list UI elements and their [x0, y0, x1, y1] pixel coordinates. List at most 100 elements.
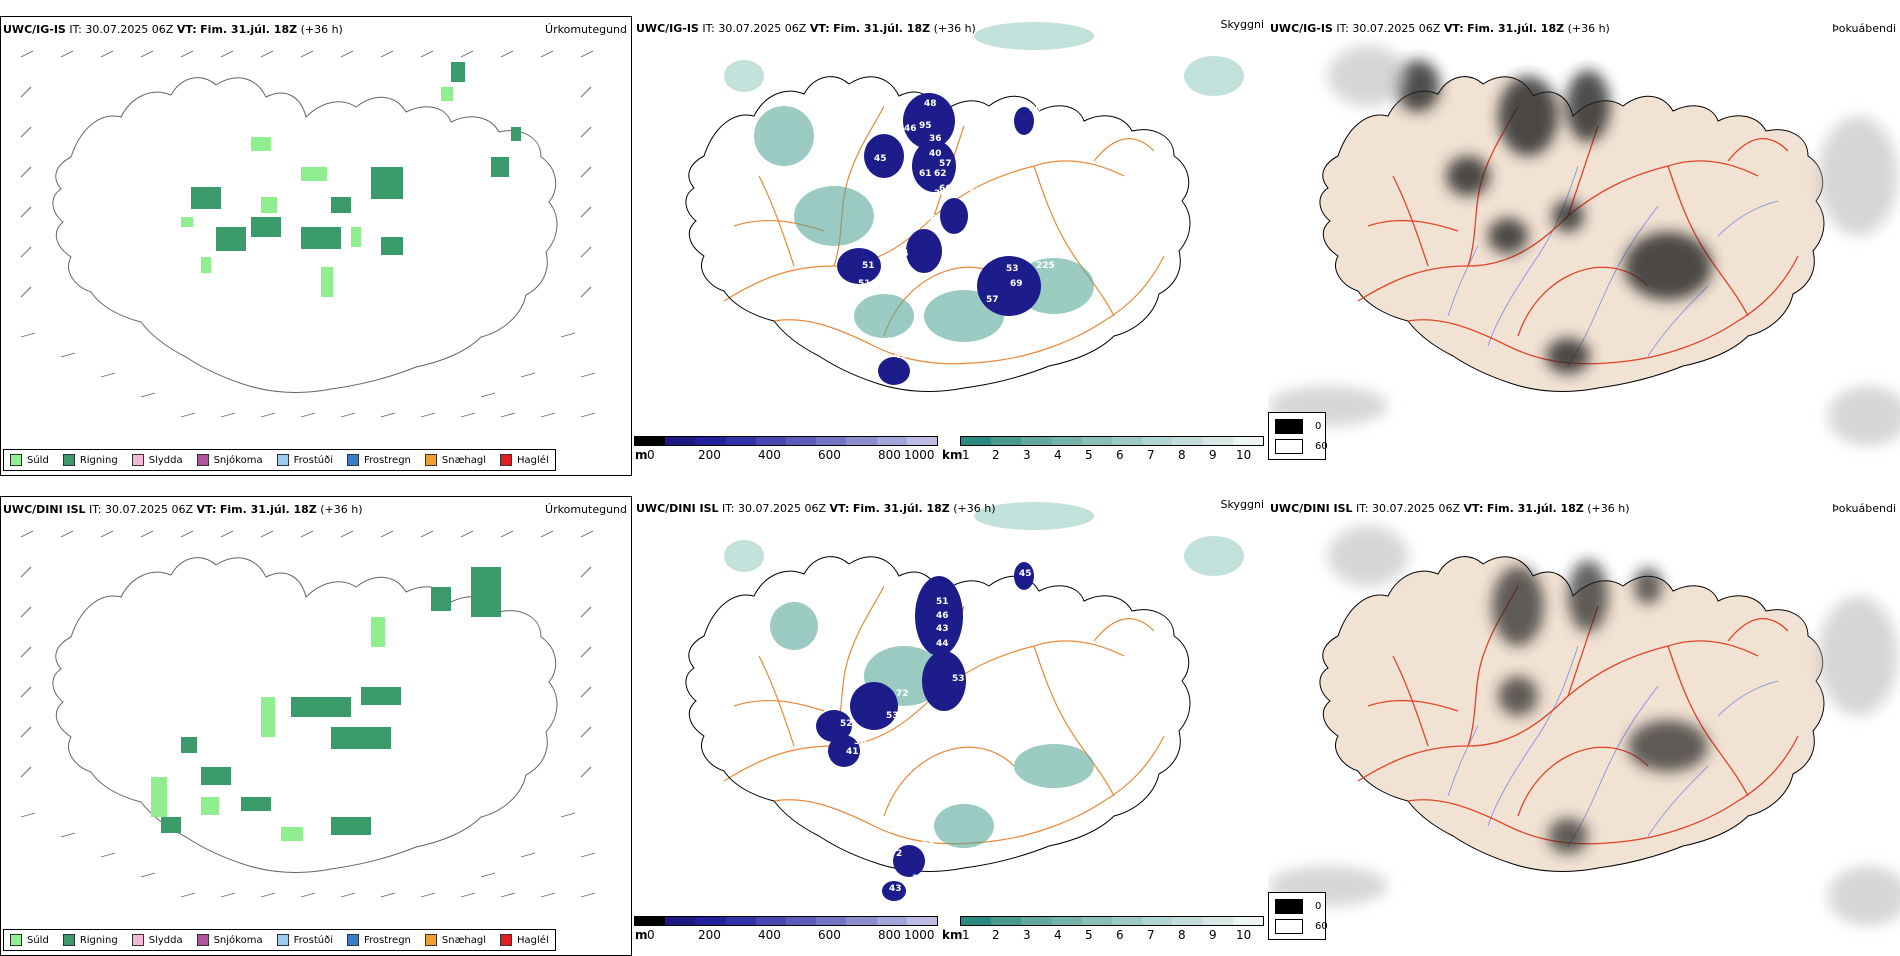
legend-item-drizzle: Súld	[10, 934, 49, 946]
height-unit: m	[635, 448, 648, 462]
visibility-label: 44	[936, 639, 949, 649]
visibility-label: 45	[1019, 569, 1032, 579]
vis-tick: 2	[992, 928, 1000, 942]
panel-title: Skyggni	[1220, 18, 1264, 31]
vis-tick: 1	[962, 928, 970, 942]
visibility-label: 63	[1014, 234, 1027, 244]
panel-title: Skyggni	[1220, 498, 1264, 511]
visibility-unit: km	[942, 928, 963, 942]
swatch-icon	[131, 454, 144, 466]
visibility-label: 54	[896, 249, 909, 259]
visibility-label: 40	[929, 149, 942, 159]
precip-type-panel-top: UWC/IG-IS IT: 30.07.2025 06Z VT: Fim. 31…	[0, 16, 632, 476]
visibility-label: 39	[844, 139, 857, 149]
swatch-icon	[131, 934, 144, 946]
vis-tick: 7	[1147, 928, 1155, 942]
swatch-icon	[196, 934, 209, 946]
fog-map-top	[1268, 46, 1900, 446]
visibility-label: 51	[858, 279, 871, 289]
vis-tick: 3	[1023, 448, 1031, 462]
visibility-label: 62	[934, 169, 947, 179]
panel-header: UWC/DINI ISL IT: 30.07.2025 06Z VT: Fim.…	[3, 503, 363, 516]
precip-legend: Súld Rigning Slydda Snjókoma Frostúði Fr…	[3, 929, 556, 951]
vis-tick: 5	[1085, 448, 1093, 462]
fog-panel-top: UWC/IG-IS IT: 30.07.2025 06Z VT: Fim. 31…	[1268, 16, 1900, 476]
visibility-label: 95	[919, 121, 932, 131]
visibility-label: 225	[1036, 261, 1055, 271]
swatch-icon	[347, 934, 359, 946]
visibility-label: 2	[896, 849, 902, 859]
visibility-label: 57	[984, 139, 997, 149]
vis-tick: 10	[1236, 448, 1252, 462]
visibility-label: 50	[1029, 104, 1042, 114]
visibility-label: 43	[894, 351, 907, 361]
panel-title: Þokuábendi	[1832, 22, 1896, 35]
visibility-label: 38	[854, 737, 867, 747]
swatch-icon	[10, 454, 22, 466]
vis-tick: 9	[1209, 448, 1217, 462]
visibility-label: 53	[969, 187, 982, 197]
visibility-label: 53	[952, 674, 965, 684]
visibility-label: 41	[846, 747, 859, 757]
panel-title: Úrkomutegund	[545, 503, 627, 516]
vis-tick: 4	[1054, 448, 1062, 462]
visibility-label: 45	[874, 154, 887, 164]
swatch-icon	[10, 934, 22, 946]
legend-item-freezing-drizzle: Frostúði	[276, 934, 333, 946]
swatch-icon	[196, 454, 209, 466]
visibility-label: 51	[936, 597, 949, 607]
panel-title: Úrkomutegund	[545, 23, 627, 36]
visibility-label: 46	[936, 611, 949, 621]
legend-item-rain: Rigning	[62, 454, 118, 466]
visibility-label: 46	[904, 124, 917, 134]
visibility-label: 32	[878, 181, 891, 191]
panel-header: UWC/IG-IS IT: 30.07.2025 06Z VT: Fim. 31…	[636, 22, 976, 35]
fog-map-bottom	[1268, 526, 1900, 926]
swatch-icon	[500, 934, 513, 946]
panel-header: UWC/DINI ISL IT: 30.07.2025 06Z VT: Fim.…	[636, 502, 996, 515]
vis-tick: 1	[962, 448, 970, 462]
legend-item-sleet: Slydda	[131, 454, 183, 466]
precip-map-bottom	[20, 530, 596, 898]
precip-type-panel-bottom: UWC/DINI ISL IT: 30.07.2025 06Z VT: Fim.…	[0, 496, 632, 956]
vis-tick: 8	[1178, 928, 1186, 942]
visibility-label: 36	[929, 134, 942, 144]
height-colorbar	[634, 436, 938, 446]
height-unit: m	[635, 928, 648, 942]
visibility-colorbar	[960, 916, 1264, 926]
legend-item-freezing-drizzle: Frostúði	[276, 454, 333, 466]
visibility-label: 70	[934, 377, 947, 387]
swatch-icon	[62, 934, 75, 946]
visibility-label: 43	[889, 884, 902, 894]
visibility-label: 52	[840, 719, 853, 729]
visibility-label: 53	[886, 711, 899, 721]
fog-legend: 0 60	[1268, 412, 1328, 460]
swatch-icon	[62, 454, 75, 466]
vis-tick: 8	[1178, 448, 1186, 462]
visibility-label: 61	[919, 169, 932, 179]
legend-item-sleet: Slydda	[131, 934, 183, 946]
visibility-label: 43	[936, 624, 949, 634]
precip-map-top	[20, 50, 596, 418]
height-tick: 0	[647, 448, 655, 462]
swatch-icon	[500, 454, 513, 466]
swatch-icon	[424, 454, 437, 466]
vis-tick: 6	[1116, 928, 1124, 942]
visibility-label: 53	[1006, 264, 1019, 274]
visibility-label: 57	[939, 159, 952, 169]
vis-tick: 6	[1116, 448, 1124, 462]
panel-header: UWC/IG-IS IT: 30.07.2025 06Z VT: Fim. 31…	[1270, 22, 1610, 35]
fog-legend-item: 60	[1275, 919, 1328, 934]
visibility-panel-top: 57 53 48 46 95 36 40 62 57 61 66 48 57 63 225 53 69 50 57 5…	[634, 16, 1266, 476]
visibility-label: 48	[924, 214, 937, 224]
height-tick: 800	[878, 928, 901, 942]
height-colorbar	[634, 916, 938, 926]
legend-item-freezing-rain: Frostregn	[347, 454, 411, 466]
vis-tick: 10	[1236, 928, 1252, 942]
height-tick: 400	[758, 928, 781, 942]
visibility-label: 51	[862, 261, 875, 271]
swatch-icon	[424, 934, 437, 946]
legend-item-snow: Snjókoma	[196, 454, 263, 466]
